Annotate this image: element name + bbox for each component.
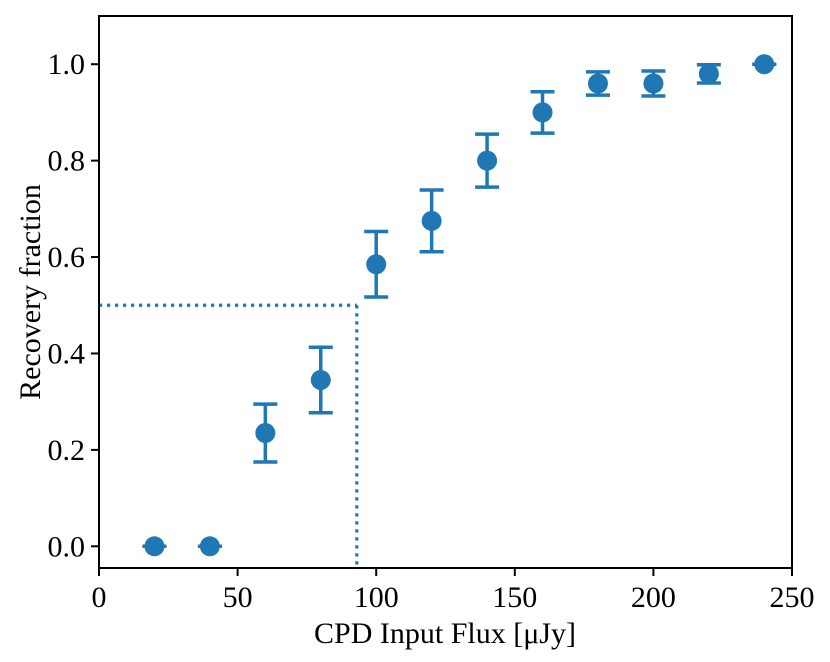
- x-tick-label: 50: [223, 581, 253, 614]
- y-axis-label: Recovery fraction: [14, 184, 47, 400]
- data-point-marker: [421, 210, 442, 231]
- x-tick-label: 0: [92, 581, 107, 614]
- data-point-marker: [366, 254, 387, 275]
- y-tick-label: 0.2: [48, 434, 86, 467]
- x-tick-label: 100: [354, 581, 399, 614]
- data-point-marker: [643, 73, 664, 94]
- data-point-marker: [144, 536, 165, 557]
- data-point-marker: [754, 54, 775, 75]
- y-tick-label: 0.6: [48, 241, 86, 274]
- data-point-marker: [587, 73, 608, 94]
- threshold-lines-layer: [99, 303, 359, 568]
- axes-layer: 0 50 100 150 200 250 0.0 0.2 0.4 0.6 0.8 1.0: [48, 15, 815, 614]
- data-point-marker: [477, 150, 498, 171]
- data-layer: [142, 54, 777, 557]
- data-point-marker: [199, 536, 220, 557]
- data-point-marker: [310, 369, 331, 390]
- y-tick-label: 1.0: [48, 48, 86, 81]
- data-point-marker: [255, 423, 276, 444]
- data-point-marker: [698, 63, 719, 84]
- x-tick-label: 200: [631, 581, 676, 614]
- y-tick-label: 0.0: [48, 530, 86, 563]
- x-axis-label: CPD Input Flux [μJy]: [314, 617, 576, 650]
- data-point-marker: [532, 102, 553, 123]
- y-tick-label: 0.4: [48, 337, 86, 370]
- axes-box: [98, 15, 793, 569]
- x-tick-label: 250: [770, 581, 815, 614]
- x-tick-label: 150: [492, 581, 537, 614]
- y-tick-label: 0.8: [48, 145, 86, 178]
